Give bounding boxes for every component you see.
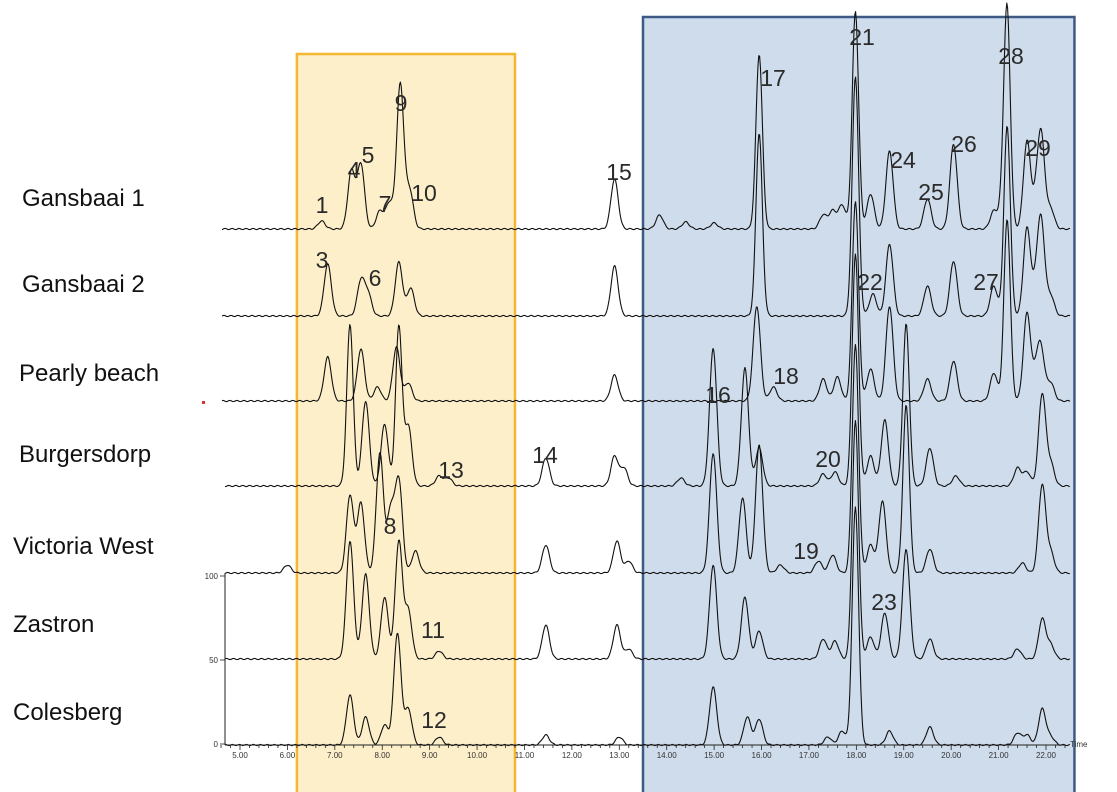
- peak-number: 7: [379, 191, 392, 217]
- series-label: Zastron: [13, 611, 94, 638]
- peak-number: 6: [369, 265, 382, 291]
- x-axis-title: Time: [1070, 740, 1088, 749]
- peak-number: 21: [849, 24, 875, 50]
- peak-number: 3: [316, 247, 329, 273]
- trace-4: [224, 253, 1070, 488]
- trace-1: [221, 2, 1071, 231]
- x-tick-label: 7.00: [327, 751, 343, 760]
- peak-number: 27: [973, 269, 999, 295]
- highlight-region-2: [641, 15, 1076, 792]
- peak-number: 29: [1025, 135, 1051, 161]
- series-label: Pearly beach: [19, 360, 159, 387]
- highlight-regions: [295, 15, 1076, 792]
- peak-number: 13: [438, 457, 464, 483]
- peak-number: 1: [316, 192, 329, 218]
- chromatogram-traces: [221, 2, 1071, 747]
- peak-number: 5: [362, 142, 375, 168]
- x-tick-label: 5.00: [232, 751, 248, 760]
- peak-number: 20: [815, 446, 841, 472]
- peak-number: 18: [773, 363, 799, 389]
- x-tick-label: 18.00: [846, 751, 867, 760]
- x-tick-label: 8.00: [374, 751, 390, 760]
- peak-number: 22: [857, 269, 883, 295]
- x-tick-label: 12.00: [562, 751, 583, 760]
- x-tick-label: 14.00: [657, 751, 678, 760]
- trace-2: [221, 76, 1071, 318]
- stray-red-mark: [202, 401, 205, 404]
- peak-number: 23: [871, 589, 897, 615]
- trace-6: [224, 419, 1071, 661]
- peak-number: 14: [532, 442, 558, 468]
- x-tick-label: 20.00: [941, 751, 962, 760]
- series-label: Colesberg: [13, 699, 122, 726]
- peak-number: 19: [793, 538, 819, 564]
- x-tick-label: 19.00: [894, 751, 915, 760]
- peak-number: 24: [890, 147, 916, 173]
- peak-number: 17: [760, 65, 786, 91]
- peak-number: 26: [951, 131, 977, 157]
- series-label: Gansbaai 1: [22, 185, 145, 212]
- peak-number: 25: [918, 179, 944, 205]
- peak-number: 8: [384, 513, 397, 539]
- y-axis: 100 50 0: [205, 572, 226, 749]
- peak-number: 16: [705, 382, 731, 408]
- peak-number: 12: [421, 707, 447, 733]
- x-tick-label: 10.00: [467, 751, 488, 760]
- x-tick-label: 9.00: [422, 751, 438, 760]
- x-tick-label: 6.00: [280, 751, 296, 760]
- x-tick-label: 11.00: [515, 751, 535, 760]
- series-label: Burgersdorp: [19, 441, 151, 468]
- peak-number: 11: [421, 617, 445, 643]
- sample-labels: Gansbaai 1 Gansbaai 2 Pearly beach Burgersd…: [13, 185, 159, 726]
- x-tick-label: 15.00: [704, 751, 725, 760]
- peak-number: 9: [395, 90, 408, 116]
- y-tick-label: 50: [209, 656, 218, 665]
- x-tick-label: 22.00: [1036, 751, 1057, 760]
- x-tick-label: 17.00: [799, 751, 820, 760]
- peak-number: 4: [348, 157, 361, 183]
- x-tick-label: 21.00: [989, 751, 1010, 760]
- peak-number: 28: [998, 43, 1024, 69]
- y-tick-label: 100: [205, 572, 219, 581]
- x-axis: 5.00 6.00 7.00 8.00 9.00 10.00 11.00 12.00 13.00…: [220, 740, 1088, 760]
- trace-3: [221, 201, 1071, 403]
- y-tick-label: 0: [214, 740, 219, 749]
- x-tick-label: 13.00: [609, 751, 630, 760]
- series-label: Gansbaai 2: [22, 271, 145, 298]
- trace-5: [224, 343, 1070, 575]
- peak-number: 15: [606, 159, 632, 185]
- x-tick-label: 16.00: [752, 751, 773, 760]
- series-label: Victoria West: [13, 533, 154, 560]
- peak-number: 10: [411, 180, 437, 206]
